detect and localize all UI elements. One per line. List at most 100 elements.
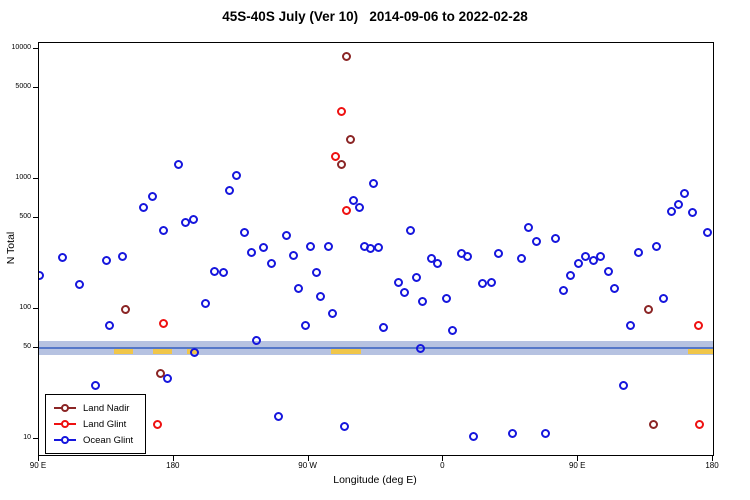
point-ocean-glint [581, 251, 591, 261]
point-ocean-glint [311, 268, 321, 278]
point-land-glint [341, 206, 351, 216]
point-ocean-glint [293, 283, 303, 293]
point-ocean-glint [411, 272, 421, 282]
point-ocean-glint [39, 271, 44, 281]
x-tick [38, 456, 39, 461]
point-land-glint [693, 320, 703, 330]
point-ocean-glint [188, 214, 198, 224]
point-ocean-glint [447, 326, 457, 336]
point-ocean-glint [507, 429, 517, 439]
point-ocean-glint [259, 243, 269, 253]
point-ocean-glint [328, 308, 338, 318]
point-ocean-glint [247, 248, 257, 258]
band-yellow-segment [113, 347, 134, 354]
point-ocean-glint [355, 203, 365, 213]
point-ocean-glint [104, 321, 114, 331]
x-tick-label: 0 [440, 461, 445, 470]
x-tick [712, 456, 713, 461]
point-ocean-glint [340, 421, 350, 431]
x-tick [577, 456, 579, 461]
point-ocean-glint [462, 251, 472, 261]
point-ocean-glint [687, 208, 697, 218]
x-tick-label: 180 [166, 461, 180, 470]
y-tick-label: 1000 [15, 174, 31, 181]
legend-item: Land Glint [54, 416, 133, 432]
band-yellow-segment [152, 347, 173, 354]
point-ocean-glint [573, 258, 583, 268]
point-ocean-glint [603, 266, 613, 276]
point-ocean-glint [417, 296, 427, 306]
point-ocean-glint [91, 380, 101, 390]
point-ocean-glint [74, 279, 84, 289]
point-ocean-glint [393, 277, 403, 287]
y-tick-label: 50 [23, 343, 31, 351]
point-ocean-glint [118, 251, 128, 261]
point-ocean-glint [266, 258, 276, 268]
point-land-nadir [121, 304, 131, 314]
x-axis-title: Longitude (deg E) [333, 474, 417, 486]
chart-title: 45S-40S July (Ver 10) 2014-09-06 to 2022… [222, 9, 528, 24]
y-tick [33, 217, 38, 219]
point-ocean-glint [399, 288, 409, 298]
band-yellow-segment [687, 347, 713, 354]
band-yellow-segment [331, 347, 362, 354]
x-tick [442, 456, 444, 461]
y-tick-label: 10000 [11, 44, 31, 51]
point-ocean-glint [218, 268, 228, 278]
point-ocean-glint [432, 258, 442, 268]
x-tick-label: 90 E [29, 461, 47, 470]
point-ocean-glint [558, 285, 568, 295]
point-ocean-glint [666, 207, 676, 217]
point-ocean-glint [323, 241, 333, 251]
y-tick-label: 10 [23, 434, 31, 441]
point-ocean-glint [301, 321, 311, 331]
point-ocean-glint [674, 199, 684, 209]
point-ocean-glint [588, 256, 598, 266]
point-ocean-glint [659, 294, 669, 304]
y-tick [33, 347, 38, 349]
point-ocean-glint [232, 170, 242, 180]
point-ocean-glint [139, 203, 149, 213]
x-tick [172, 456, 174, 461]
point-ocean-glint [163, 374, 173, 384]
point-land-nadir [155, 368, 165, 378]
point-ocean-glint [680, 188, 690, 198]
x-tick-label: 90 E [568, 461, 586, 470]
point-ocean-glint [378, 323, 388, 333]
point-ocean-glint [516, 253, 526, 263]
legend-marker-land-nadir [54, 403, 76, 413]
y-axis-title: N Total [5, 231, 17, 265]
legend-item: Land Nadir [54, 400, 133, 416]
y-tick-label: 100 [19, 304, 31, 311]
y-tick [33, 308, 38, 309]
point-land-glint [337, 107, 347, 117]
point-ocean-glint [239, 228, 249, 238]
point-ocean-glint [365, 244, 375, 254]
point-ocean-glint [540, 429, 550, 439]
point-land-glint [331, 151, 341, 161]
point-land-nadir [648, 419, 658, 429]
legend-item-label: Ocean Glint [83, 434, 134, 446]
point-land-glint [152, 419, 162, 429]
legend-item-label: Land Glint [83, 418, 127, 430]
legend: Land Nadir Land Glint Ocean Glint [45, 394, 147, 454]
legend-marker-ocean-glint [54, 435, 76, 445]
point-land-glint [695, 419, 705, 429]
point-land-nadir [337, 159, 347, 169]
point-ocean-glint [368, 178, 378, 188]
point-land-nadir [346, 135, 356, 145]
x-tick-label: 180 [705, 461, 719, 470]
point-ocean-glint [486, 277, 496, 287]
y-tick [33, 178, 38, 179]
point-land-nadir [644, 304, 654, 314]
point-ocean-glint [477, 278, 487, 288]
point-ocean-glint [181, 218, 191, 228]
y-tick-label: 500 [19, 213, 31, 221]
y-tick [33, 438, 38, 439]
point-ocean-glint [349, 196, 359, 206]
point-land-glint [158, 318, 168, 328]
point-ocean-glint [524, 223, 534, 233]
point-ocean-glint [148, 192, 158, 202]
x-tick-label: 90 W [298, 461, 317, 470]
